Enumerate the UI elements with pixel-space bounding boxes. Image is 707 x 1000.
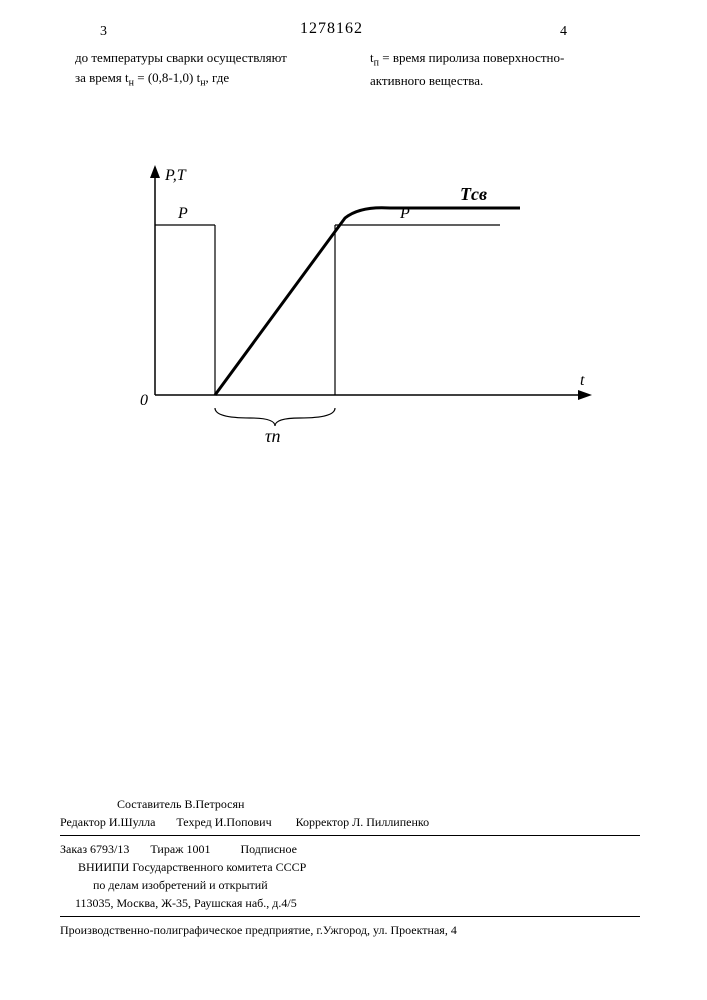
page-number-left: 3 xyxy=(100,24,107,40)
y-axis-arrow xyxy=(150,165,160,178)
tcb-curve xyxy=(215,208,520,395)
text-left-line1: до температуры сварки осуществляют xyxy=(75,50,287,65)
footer-divider-2 xyxy=(60,916,640,917)
chart-svg: P,T t 0 P P Tсв τп xyxy=(100,160,600,450)
x-axis-arrow xyxy=(578,390,592,400)
tau-n-label: τп xyxy=(265,426,280,446)
text-column-left: до температуры сварки осуществляют за вр… xyxy=(75,48,335,90)
tau-n-brace xyxy=(215,408,335,426)
tcb-label: Tсв xyxy=(460,184,487,204)
text-left-line2b: = (0,8-1,0) t xyxy=(134,70,200,85)
text-right-line2: активного вещества. xyxy=(370,73,483,88)
footer-row-2: Редактор И.Шулла Техред И.Попович Коррек… xyxy=(60,813,640,831)
footer-block: Составитель В.Петросян Редактор И.Шулла … xyxy=(60,795,640,939)
text-left-line2c: , где xyxy=(206,70,230,85)
footer-row-1: Составитель В.Петросян xyxy=(60,795,640,813)
footer-row-4: ВНИИПИ Государственного комитета СССР xyxy=(60,858,640,876)
page-number-right: 4 xyxy=(560,24,567,40)
footer-row-5: по делам изобретений и открытий xyxy=(60,876,640,894)
y-axis-label: P,T xyxy=(164,167,187,184)
footer-divider-1 xyxy=(60,835,640,836)
text-left-line2a: за время t xyxy=(75,70,129,85)
text-right-line1b: = время пиролиза поверхностно- xyxy=(379,50,564,65)
pt-chart: P,T t 0 P P Tсв τп xyxy=(100,160,600,440)
footer-row-6: 113035, Москва, Ж-35, Раушская наб., д.4… xyxy=(60,894,640,912)
p-label-right: P xyxy=(399,205,410,222)
text-column-right: tп = время пиролиза поверхностно- активн… xyxy=(370,48,630,90)
footer-row-3: Заказ 6793/13 Тираж 1001 Подписное xyxy=(60,840,640,858)
footer-row-7: Производственно-полиграфическое предприя… xyxy=(60,921,640,939)
doc-number: 1278162 xyxy=(300,20,363,38)
origin-label: 0 xyxy=(140,392,148,409)
p-label-left: P xyxy=(177,205,188,222)
x-axis-label: t xyxy=(580,372,585,389)
